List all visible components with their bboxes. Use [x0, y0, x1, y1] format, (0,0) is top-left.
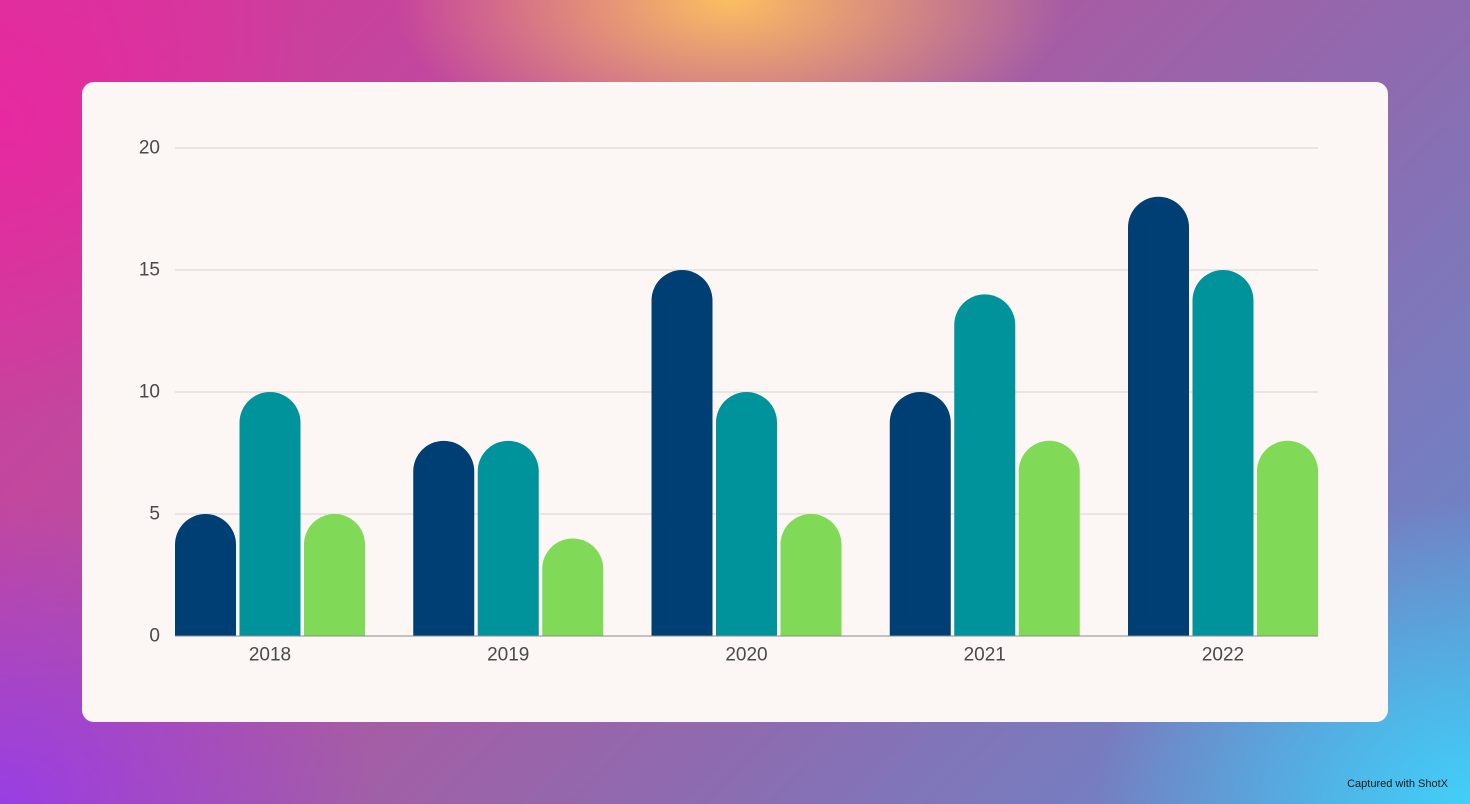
- axes: 0 5 10 15 20 2018 2019 2020 2021 2022: [139, 138, 1318, 666]
- bar-2022-series-3: [1257, 440, 1318, 636]
- x-tick-label: 2021: [964, 645, 1006, 666]
- bar-2019-series-3: [542, 538, 604, 636]
- bar-2019-series-1: [413, 440, 475, 636]
- bar-2022-series-1: [1128, 196, 1189, 636]
- y-tick-label: 10: [139, 382, 160, 403]
- bar-2018-series-2: [239, 392, 301, 636]
- bar-2018-series-1: [175, 514, 236, 636]
- bar-2021-series-2: [954, 294, 1016, 636]
- x-tick-label: 2019: [487, 645, 529, 666]
- bar-2020-series-1: [651, 269, 713, 636]
- bars: [175, 196, 1318, 636]
- bar-2018-series-3: [304, 514, 365, 636]
- x-tick-label: 2020: [725, 645, 767, 666]
- y-tick-label: 15: [139, 260, 160, 281]
- watermark-text: Captured with ShotX: [1347, 778, 1448, 790]
- y-tick-label: 0: [149, 626, 160, 647]
- x-tick-label: 2022: [1202, 645, 1244, 666]
- x-tick-label: 2018: [249, 645, 291, 666]
- y-tick-label: 20: [139, 138, 160, 159]
- bar-2021-series-1: [889, 391, 951, 636]
- y-tick-label: 5: [149, 504, 160, 525]
- bar-2020-series-3: [780, 514, 842, 636]
- bar-2020-series-2: [716, 391, 777, 636]
- bar-2021-series-3: [1018, 440, 1080, 636]
- bar-2022-series-2: [1192, 269, 1254, 636]
- bar-2019-series-2: [477, 440, 539, 636]
